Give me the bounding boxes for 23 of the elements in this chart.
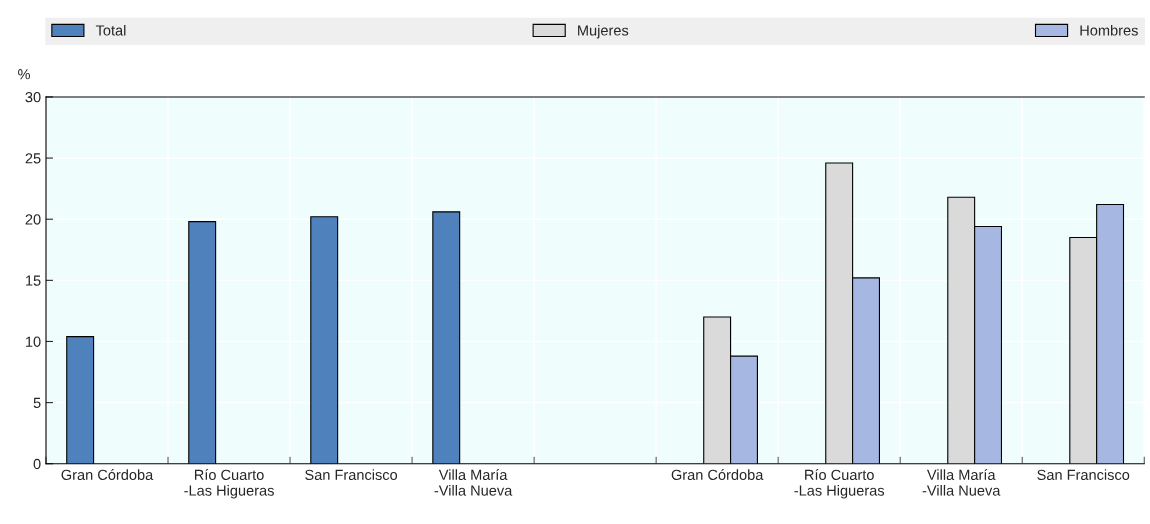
x-tick-label: San Francisco xyxy=(1037,469,1130,481)
y-tick-label: 20 xyxy=(25,214,41,225)
bar xyxy=(310,216,339,464)
x-tick-label: Gran Córdoba xyxy=(61,469,154,481)
y-tick-label: 10 xyxy=(26,336,41,347)
legend-label: Mujeres xyxy=(578,24,629,39)
y-tick-label: 5 xyxy=(33,397,41,409)
bar xyxy=(432,211,461,464)
legend-label: Total xyxy=(95,24,126,36)
bar xyxy=(188,221,217,464)
y-tick-label: 0 xyxy=(33,458,41,470)
legend-label: Hombres xyxy=(1080,24,1138,36)
y-tick-label: 15 xyxy=(26,275,41,286)
x-tick-label: Villa María -Villa Nueva xyxy=(922,469,1001,496)
x-tick-label: San Francisco xyxy=(305,469,398,481)
x-tick-label: Río Cuarto -Las Higueras xyxy=(184,469,274,499)
bar xyxy=(66,336,95,464)
x-tick-label: Río Cuarto -Las Higueras xyxy=(794,469,885,499)
y-axis-title: % xyxy=(18,69,30,80)
x-tick-label: Villa María -Villa Nueva xyxy=(434,469,513,496)
y-tick-label: 25 xyxy=(25,153,41,164)
y-tick-label: 30 xyxy=(25,92,41,103)
x-tick-label: Gran Córdoba xyxy=(671,469,764,481)
